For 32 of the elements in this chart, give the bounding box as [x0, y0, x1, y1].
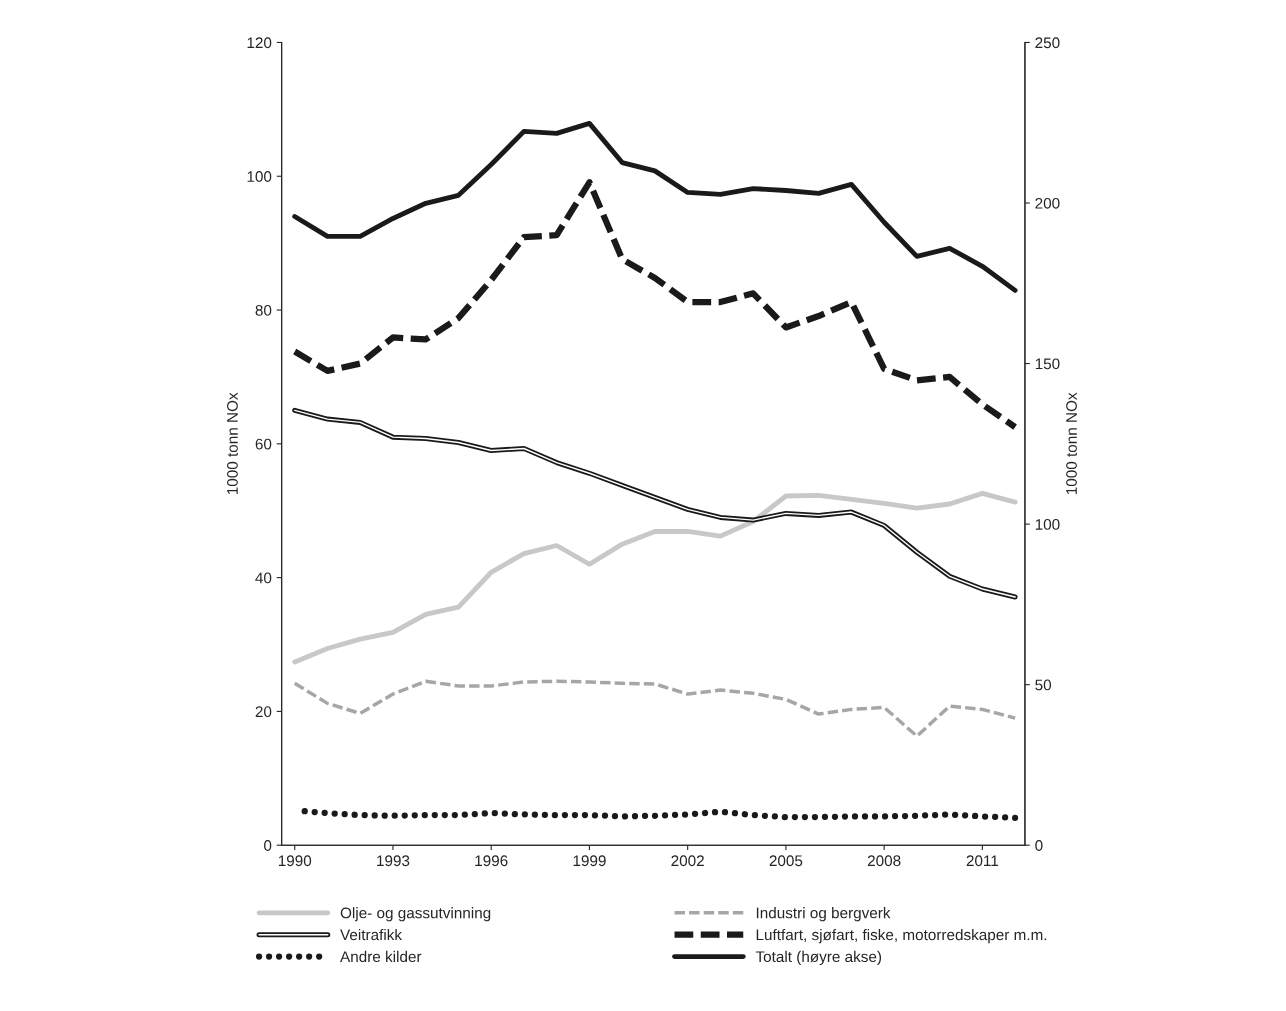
- legend-label: Olje- og gassutvinning: [340, 907, 491, 922]
- legend-label: Totalt (høyre akse): [755, 950, 882, 966]
- legend-label: Andre kilder: [340, 950, 422, 963]
- legend-label: Industri og bergverk: [756, 907, 891, 922]
- x-tick-label: 1990: [278, 855, 312, 867]
- line-series: [292, 120, 1018, 293]
- y2-tick-label: 100: [1035, 518, 1060, 530]
- y-axis-title: 1000 tonn NOx: [227, 392, 238, 495]
- y2-tick-label: 150: [1035, 358, 1060, 370]
- y-tick-label: 100: [247, 171, 272, 182]
- line-series: [292, 679, 1017, 738]
- x-tick-label: 2005: [769, 855, 803, 867]
- x-tick-label: 1996: [475, 855, 508, 867]
- x-tick-label: 2011: [966, 855, 999, 867]
- y-tick-label: 20: [255, 706, 272, 718]
- x-tick-label: 1993: [377, 855, 410, 867]
- x-tick-label: 2008: [867, 855, 901, 867]
- y2-tick-label: 0: [1035, 840, 1043, 851]
- y-tick-label: 60: [255, 438, 272, 450]
- y2-tick-label: 250: [1035, 37, 1060, 49]
- legend-label: Veitrafikk: [340, 928, 403, 941]
- y-tick-label: 0: [264, 840, 272, 851]
- y-tick-label: 80: [255, 304, 272, 316]
- x-tick-label: 1999: [573, 855, 606, 867]
- y-tick-label: 120: [247, 37, 272, 49]
- y2-tick-label: 50: [1035, 679, 1052, 691]
- y2-tick-label: 200: [1035, 197, 1060, 209]
- y-tick-label: 40: [255, 572, 272, 584]
- x-tick-label: 2002: [671, 855, 704, 867]
- y2-axis-title: 1000 tonn NOx: [1066, 392, 1077, 495]
- line-series: [292, 490, 1018, 665]
- legend-label: Luftfart, sjøfart, fiske, motorredskaper m.m.: [756, 928, 1047, 944]
